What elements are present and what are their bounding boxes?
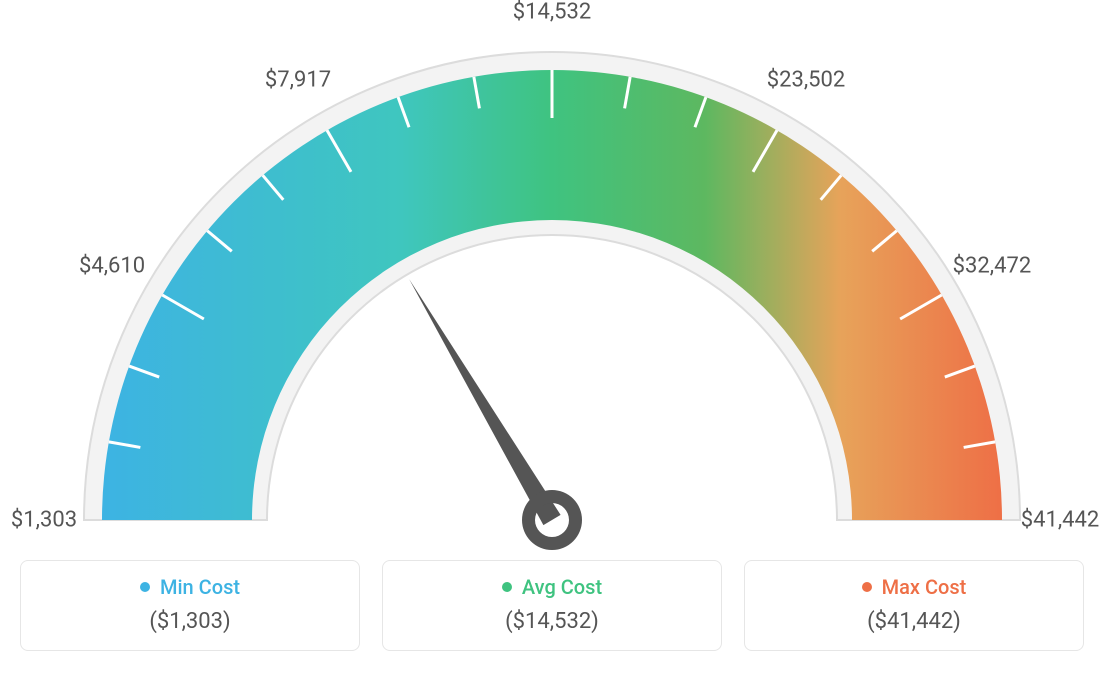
legend-value-max: ($41,442): [755, 609, 1073, 634]
gauge-tick-label: $41,442: [1021, 508, 1100, 533]
dot-icon-max: [862, 582, 872, 592]
gauge-needle: [409, 279, 560, 525]
legend-title-max: Max Cost: [862, 575, 967, 599]
legend-title-min-text: Min Cost: [160, 575, 240, 599]
gauge-container: $1,303$4,610$7,917$14,532$23,502$32,472$…: [20, 20, 1084, 550]
legend-row: Min Cost ($1,303) Avg Cost ($14,532) Max…: [20, 560, 1084, 651]
legend-title-max-text: Max Cost: [882, 575, 967, 599]
legend-card-avg: Avg Cost ($14,532): [382, 560, 722, 651]
gauge-tick-label: $7,917: [265, 68, 331, 93]
legend-card-min: Min Cost ($1,303): [20, 560, 360, 651]
gauge-tick-label: $23,502: [767, 68, 846, 93]
dot-icon-min: [140, 582, 150, 592]
legend-card-max: Max Cost ($41,442): [744, 560, 1084, 651]
legend-value-min: ($1,303): [31, 609, 349, 634]
gauge-tick-label: $14,532: [513, 0, 592, 25]
gauge-tick-label: $1,303: [11, 508, 77, 533]
legend-value-avg: ($14,532): [393, 609, 711, 634]
legend-title-avg-text: Avg Cost: [522, 575, 602, 599]
gauge-svg: [20, 20, 1084, 550]
legend-title-min: Min Cost: [140, 575, 240, 599]
legend-title-avg: Avg Cost: [502, 575, 602, 599]
gauge-tick-label: $4,610: [79, 254, 145, 279]
gauge-tick-label: $32,472: [953, 254, 1032, 279]
gauge-arc: [102, 70, 1002, 520]
dot-icon-avg: [502, 582, 512, 592]
